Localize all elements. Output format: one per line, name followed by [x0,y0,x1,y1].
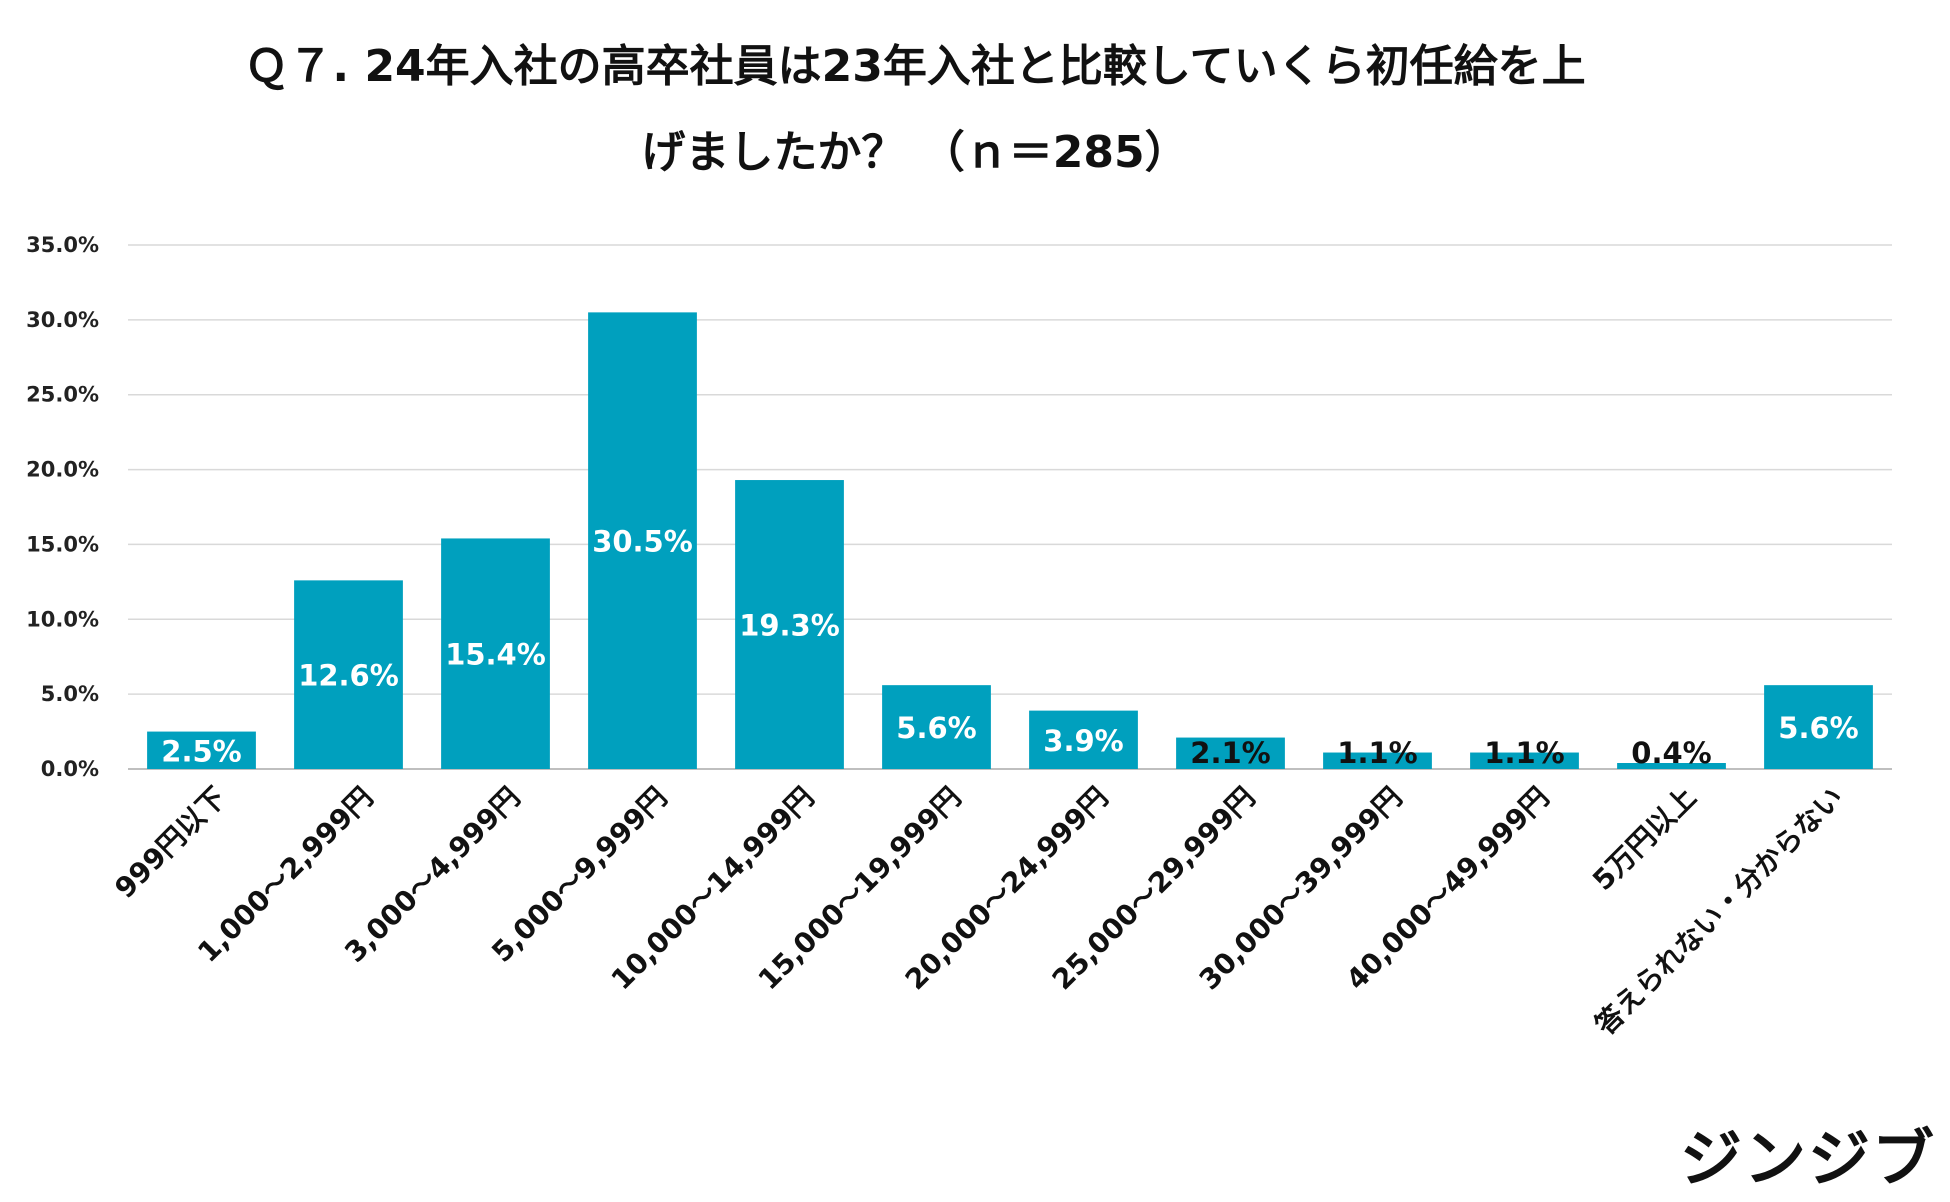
y-axis-ticks: 0.0% 5.0% 10.0% 15.0% 20.0% 25.0% 30.0% 35.0% [26,233,99,781]
x-axis-ticks: 999円以下1,000～2,999円3,000～4,999円5,000～9,99… [108,781,1849,1042]
data-label: 2.5% [161,734,241,768]
brand-logo: ジンジブ [1679,1122,1936,1195]
bar [1470,752,1579,769]
bar [1764,685,1873,769]
data-label: 1.1% [1484,736,1564,770]
data-label: 12.6% [298,659,399,693]
x-tick-label: 答えられない・分からない [1589,781,1850,1042]
data-label: 5.6% [1778,711,1858,745]
y-tick-label: 35.0% [26,233,99,257]
bar [147,731,256,769]
bar [1029,710,1138,769]
bar [735,480,844,769]
x-tick-label: 5万円以上 [1586,781,1702,897]
y-tick-label: 20.0% [26,458,99,482]
y-tick-label: 10.0% [26,607,99,631]
bar [1176,737,1285,769]
y-tick-label: 15.0% [26,532,99,556]
bar [294,580,403,769]
data-label: 19.3% [739,609,840,643]
y-tick-label: 25.0% [26,383,99,407]
chart-title-line-2: げましたか？ （ｎ＝285） [641,127,1189,178]
x-tick-label: 999円以下 [108,781,232,905]
bar [1323,752,1432,769]
chart-title-line-1: Ｑ７. 24年入社の高卒社員は23年入社と比較していくら初任給を上 [244,41,1586,92]
data-labels: 2.5% 12.6% 15.4% 30.5% 19.3% 5.6% 3.9% 2.1% 1.1%… [161,525,1858,770]
data-label: 0.4% [1631,736,1711,770]
data-label: 15.4% [445,638,546,672]
data-label: 5.6% [896,711,976,745]
y-tick-label: 30.0% [26,308,99,332]
data-label: 2.1% [1190,736,1270,770]
data-label: 1.1% [1337,736,1417,770]
bar [882,685,991,769]
data-label: 30.5% [592,525,693,559]
gridlines [128,244,1892,770]
bar [588,312,697,769]
bars [147,312,1873,769]
data-label: 3.9% [1043,724,1123,758]
y-tick-label: 0.0% [41,757,99,781]
bar [441,538,550,769]
y-tick-label: 5.0% [41,682,99,706]
bar [1617,763,1726,769]
